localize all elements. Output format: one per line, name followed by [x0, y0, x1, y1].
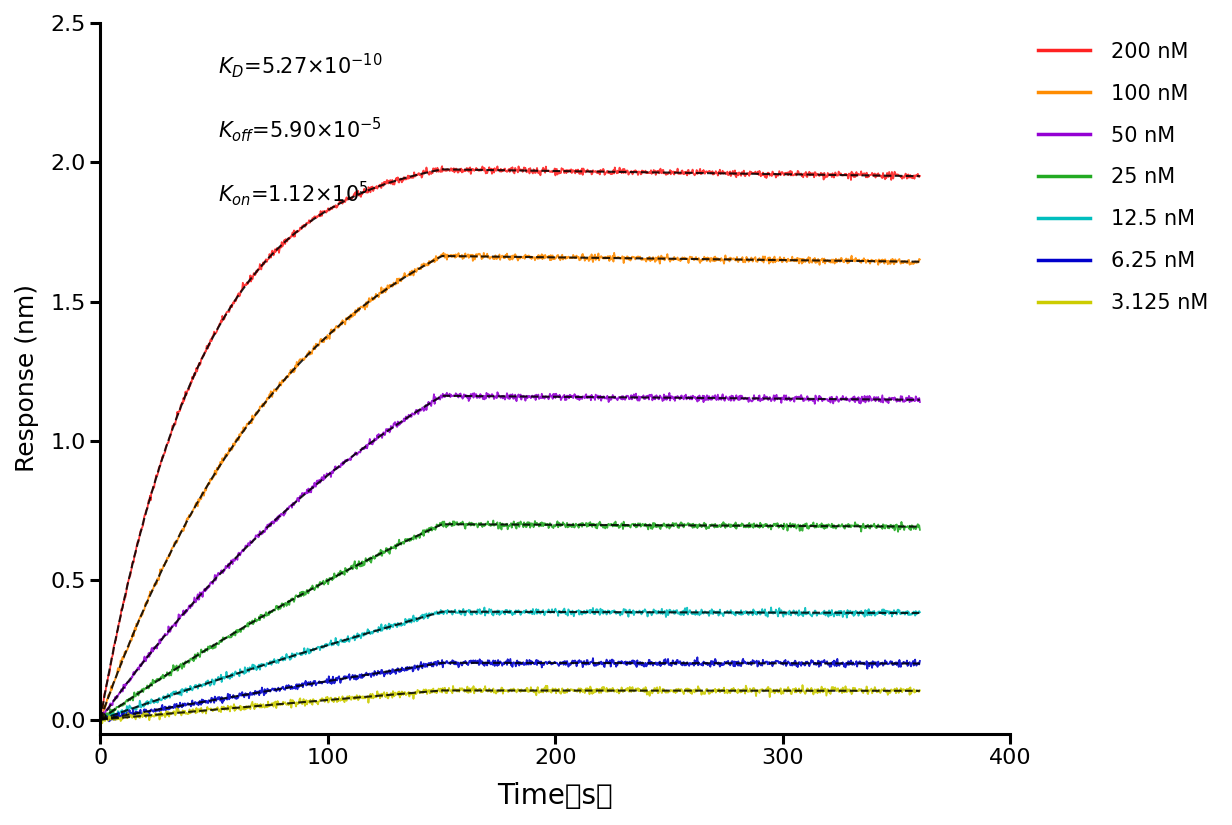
- Text: $K_D$=5.27×10$^{-10}$: $K_D$=5.27×10$^{-10}$: [218, 51, 383, 80]
- Text: $K_{on}$=1.12×10$^{5}$: $K_{on}$=1.12×10$^{5}$: [218, 179, 370, 208]
- X-axis label: Time（s）: Time（s）: [498, 782, 614, 810]
- Y-axis label: Response (nm): Response (nm): [15, 285, 39, 472]
- Legend: 200 nM, 100 nM, 50 nM, 25 nM, 12.5 nM, 6.25 nM, 3.125 nM: 200 nM, 100 nM, 50 nM, 25 nM, 12.5 nM, 6…: [1030, 34, 1216, 321]
- Text: $K_{off}$=5.90×10$^{-5}$: $K_{off}$=5.90×10$^{-5}$: [218, 116, 382, 144]
